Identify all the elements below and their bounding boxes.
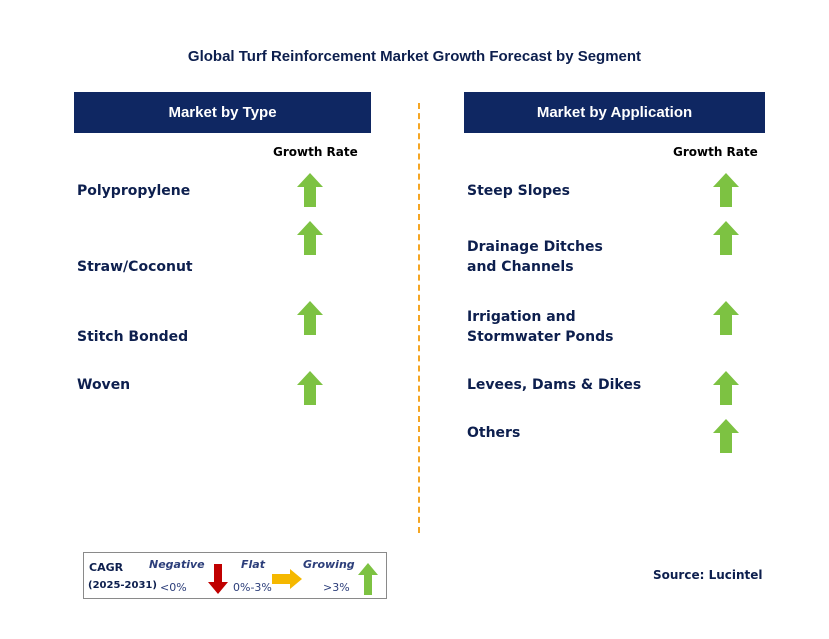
type-growth-rate-label: Growth Rate [273,145,358,159]
negative-arrow-icon [208,564,228,594]
growing-arrow-icon [713,221,739,255]
growing-arrow-icon [713,301,739,335]
legend-growing-label: Growing [303,558,355,571]
legend-flat-label: Flat [241,558,265,571]
growing-arrow-icon [358,563,378,595]
flat-arrow-icon [272,569,302,589]
source-label: Source: Lucintel [653,568,763,582]
application-growth-rate-label: Growth Rate [673,145,758,159]
cagr-legend: CAGR (2025-2031) Negative <0% Flat 0%-3%… [83,552,387,599]
legend-cagr-label: CAGR [89,561,124,574]
type-item-straw-coconut: Straw/Coconut [77,259,193,275]
application-panel-header: Market by Application [464,92,765,133]
type-item-stitch-bonded: Stitch Bonded [77,329,189,345]
legend-negative-range: <0% [160,581,187,594]
legend-negative-label: Negative [149,558,205,571]
legend-growing-range: >3% [323,581,350,594]
application-item-irrigation-ponds: Irrigation and Stormwater Ponds [467,309,614,345]
type-item-polypropylene: Polypropylene [77,183,191,199]
growing-arrow-icon [713,371,739,405]
page-title: Global Turf Reinforcement Market Growth … [187,48,642,65]
growing-arrow-icon [713,419,739,453]
legend-flat-range: 0%-3% [233,581,272,594]
growing-arrow-icon [297,371,323,405]
application-item-drainage-ditches: Drainage Ditches and Channels [467,239,603,275]
legend-period-label: (2025-2031) [88,580,157,591]
type-item-woven: Woven [77,377,131,393]
growing-arrow-icon [297,301,323,335]
growing-arrow-icon [297,173,323,207]
application-item-steep-slopes: Steep Slopes [467,183,571,199]
growing-arrow-icon [713,173,739,207]
panel-divider [418,103,420,533]
application-item-others: Others [467,425,521,441]
growing-arrow-icon [297,221,323,255]
application-item-levees-dams-dikes: Levees, Dams & Dikes [467,377,642,393]
type-panel-header: Market by Type [74,92,371,133]
